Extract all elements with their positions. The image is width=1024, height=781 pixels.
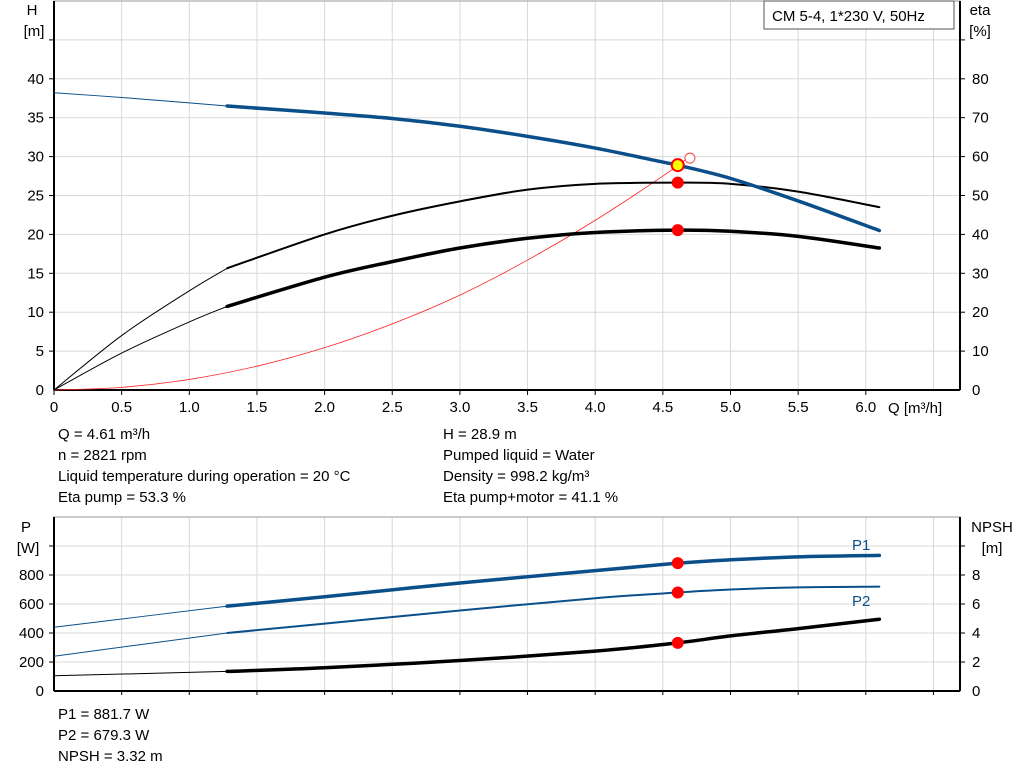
y-axis-label: H [27, 2, 38, 19]
info-left: Q = 4.61 m³/h n = 2821 rpm Liquid temper… [58, 424, 350, 508]
npsh-duty-point [671, 636, 684, 649]
npsh-curve [225, 617, 882, 674]
y2-axis-label: eta [970, 2, 992, 19]
info-p2: P2 = 679.3 W [58, 727, 150, 744]
info-density: Density = 998.2 kg/m³ [443, 468, 590, 485]
eta-pump-duty-point [671, 176, 684, 189]
y2-tick-label: 20 [972, 304, 989, 321]
y-axis-unit: [m] [24, 23, 45, 40]
y2-tick-label: 0 [972, 382, 980, 399]
x-tick-label: 3.0 [449, 399, 470, 416]
p2-series-label: P2 [852, 593, 870, 610]
x-tick-label: 1.0 [179, 399, 200, 416]
x-tick-label: 5.0 [720, 399, 741, 416]
y2-tick-label: 80 [972, 71, 989, 88]
npsh-axis-label: NPSH [971, 519, 1013, 536]
y-tick-label: 200 [19, 654, 44, 671]
y-tick-label: 800 [19, 567, 44, 584]
head-duty-point [670, 158, 685, 173]
x-tick-label: 6.0 [855, 399, 876, 416]
info-temperature: Liquid temperature during operation = 20… [58, 468, 351, 485]
y-tick-label: 20 [27, 226, 44, 243]
info-h: H = 28.9 m [443, 426, 517, 443]
p-axis-label: P [21, 519, 31, 536]
y2-tick-label: 70 [972, 110, 989, 127]
y-tick-label: 10 [27, 304, 44, 321]
eta-total-curve-extrapolated [53, 305, 228, 391]
y-tick-label: 25 [27, 188, 44, 205]
head-curve [225, 104, 882, 233]
p1-curve-extrapolated [53, 605, 228, 628]
y2-axis-unit: [%] [969, 23, 991, 40]
info-bottom: P1 = 881.7 W P2 = 679.3 W NPSH = 3.32 m [58, 704, 163, 767]
y-tick-label: 35 [27, 110, 44, 127]
info-q: Q = 4.61 m³/h [58, 426, 151, 443]
x-tick-label: 0.5 [111, 399, 132, 416]
info-eta-total: Eta pump+motor = 41.1 % [443, 489, 619, 506]
head-curve-extrapolated [53, 92, 228, 107]
system-end-marker [684, 152, 696, 164]
y-tick-label: 5 [36, 343, 44, 360]
x-tick-label: 4.0 [585, 399, 606, 416]
eta-pump-curve-extrapolated [53, 267, 228, 391]
p1-curve [225, 553, 882, 608]
y2-tick-label: 30 [972, 265, 989, 282]
x-tick-label: 3.5 [517, 399, 538, 416]
x-tick-label: 2.0 [314, 399, 335, 416]
y2-tick-label: 4 [972, 625, 980, 642]
y-tick-label: 400 [19, 625, 44, 642]
y2-tick-label: 8 [972, 567, 980, 584]
p2-duty-point [671, 586, 684, 599]
chart-title: CM 5-4, 1*230 V, 50Hz [772, 8, 925, 25]
x-tick-label: 5.5 [788, 399, 809, 416]
info-speed: n = 2821 rpm [58, 447, 147, 464]
p2-curve-extrapolated [53, 632, 228, 657]
x-tick-label: 2.5 [382, 399, 403, 416]
p1-duty-point [671, 557, 684, 570]
info-right: H = 28.9 m Pumped liquid = Water Density… [443, 424, 618, 508]
info-npsh: NPSH = 3.32 m [58, 748, 163, 765]
x-axis-label: Q [m³/h] [888, 400, 942, 417]
npsh-axis-unit: [m] [982, 540, 1003, 557]
eta-total-curve [225, 228, 882, 309]
y2-tick-label: 50 [972, 188, 989, 205]
eta-pump-curve [226, 181, 881, 270]
y2-tick-label: 2 [972, 654, 980, 671]
system-curve [53, 156, 691, 391]
y-tick-label: 30 [27, 149, 44, 166]
y2-tick-label: 40 [972, 226, 989, 243]
y-tick-label: 0 [36, 683, 44, 700]
y-tick-label: 600 [19, 596, 44, 613]
p2-curve [226, 585, 881, 634]
y2-tick-label: 10 [972, 343, 989, 360]
y-tick-label: 40 [27, 71, 44, 88]
y-tick-label: 0 [36, 382, 44, 399]
x-tick-label: 0 [50, 399, 58, 416]
y-tick-label: 15 [27, 265, 44, 282]
y2-tick-label: 6 [972, 596, 980, 613]
info-eta-pump: Eta pump = 53.3 % [58, 489, 186, 506]
p-axis-unit: [W] [17, 540, 40, 557]
y2-tick-label: 0 [972, 683, 980, 700]
info-p1: P1 = 881.7 W [58, 706, 150, 723]
y2-tick-label: 60 [972, 149, 989, 166]
eta-total-duty-point [671, 224, 684, 237]
title-box [763, 0, 955, 30]
x-tick-label: 4.5 [652, 399, 673, 416]
x-tick-label: 1.5 [247, 399, 268, 416]
npsh-curve-extrapolated [53, 670, 228, 677]
p1-series-label: P1 [852, 537, 870, 554]
info-liquid: Pumped liquid = Water [443, 447, 595, 464]
